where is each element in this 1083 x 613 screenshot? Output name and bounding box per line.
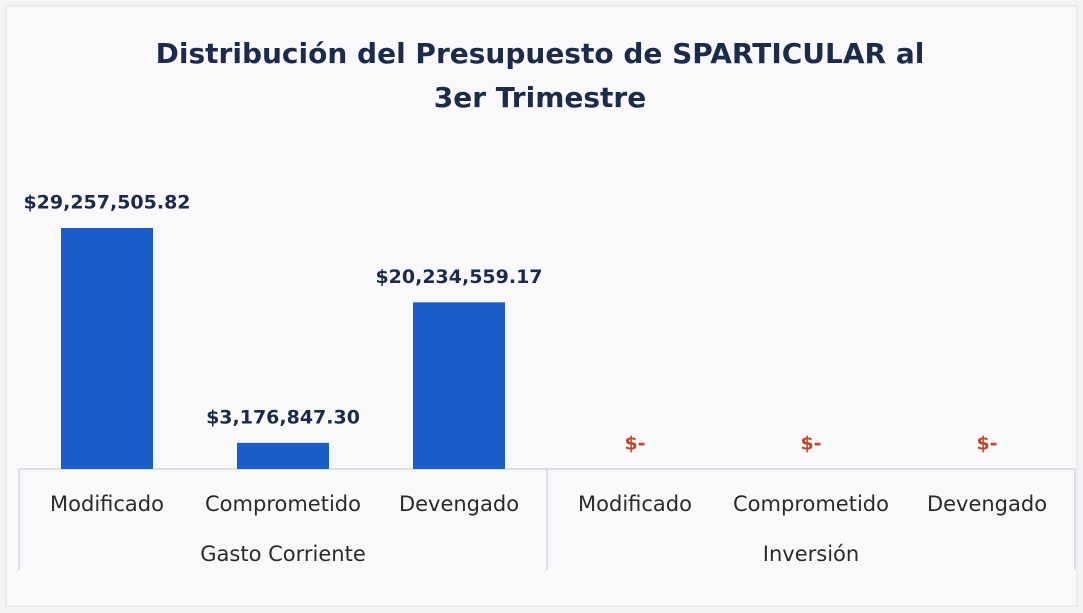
value-label: $20,234,559.17 — [375, 266, 542, 288]
value-label: $- — [800, 433, 821, 455]
bar — [237, 442, 329, 469]
group-label: Gasto Corriente — [200, 542, 365, 566]
value-label: $29,257,505.82 — [23, 192, 190, 214]
chart-background — [5, 5, 1078, 607]
bar — [413, 302, 505, 469]
x-tick-label: Modificado — [578, 492, 692, 516]
x-tick-label: Comprometido — [205, 492, 361, 516]
value-label: $3,176,847.30 — [206, 406, 360, 428]
x-tick-label: Devengado — [927, 492, 1047, 516]
x-tick-label: Devengado — [399, 492, 519, 516]
bar — [61, 228, 153, 469]
chart-title: Distribución del Presupuesto de SPARTICU… — [155, 37, 925, 114]
x-tick-label: Modificado — [50, 492, 164, 516]
value-label: $- — [624, 433, 645, 455]
x-tick-label: Comprometido — [733, 492, 889, 516]
value-label: $- — [976, 433, 997, 455]
group-label: Inversión — [763, 542, 859, 566]
